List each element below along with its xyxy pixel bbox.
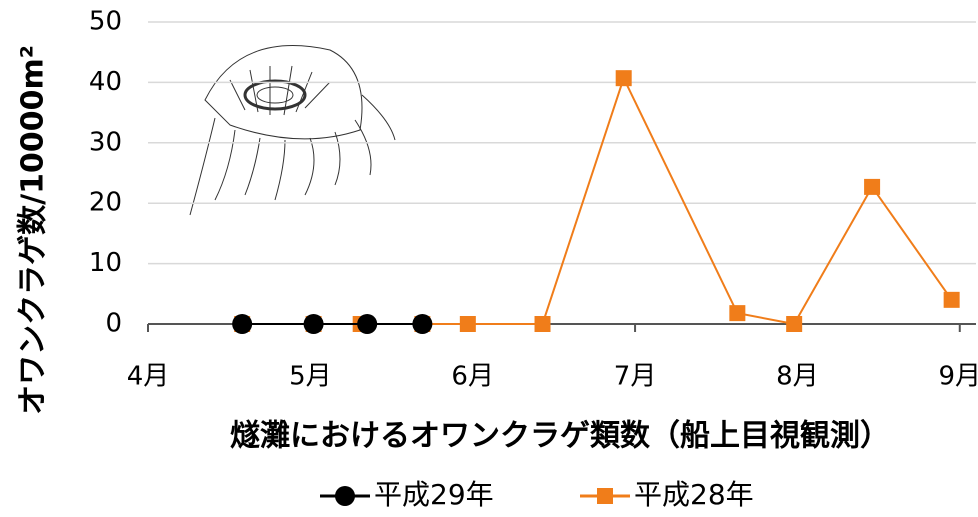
- x-tick-label: 9月: [938, 362, 978, 392]
- x-axis-title: 燧灘におけるオワンクラゲ類数（船上目視観測）: [230, 419, 890, 454]
- jellyfish-illustration: [189, 45, 396, 216]
- x-tick-label: 6月: [451, 362, 494, 392]
- legend-label: 平成29年: [374, 478, 494, 511]
- point: [459, 316, 476, 332]
- point: [357, 314, 378, 334]
- y-tick-label: 20: [89, 188, 122, 218]
- point: [412, 314, 433, 334]
- point: [786, 316, 803, 332]
- point: [534, 316, 551, 332]
- y-tick-label: 10: [89, 248, 122, 278]
- y-tick-label: 40: [89, 67, 122, 97]
- legend-marker: [597, 488, 613, 504]
- x-tick-label: 5月: [289, 362, 332, 392]
- point: [864, 178, 881, 195]
- y-tick-label: 30: [89, 127, 122, 157]
- y-tick-label: 0: [105, 309, 122, 339]
- x-tick-label: 8月: [776, 362, 819, 392]
- point: [232, 314, 253, 334]
- point: [303, 314, 324, 334]
- x-tick-label: 7月: [614, 362, 657, 392]
- legend-marker: [335, 486, 355, 506]
- x-tick-label: 4月: [127, 362, 170, 392]
- y-axis-title: オワンクラゲ数/10000m²: [16, 45, 51, 415]
- point: [943, 291, 960, 308]
- point: [729, 305, 746, 322]
- point: [615, 70, 632, 87]
- legend-label: 平成28年: [634, 478, 754, 511]
- y-tick-label: 50: [89, 7, 122, 37]
- series-line: [242, 75, 953, 326]
